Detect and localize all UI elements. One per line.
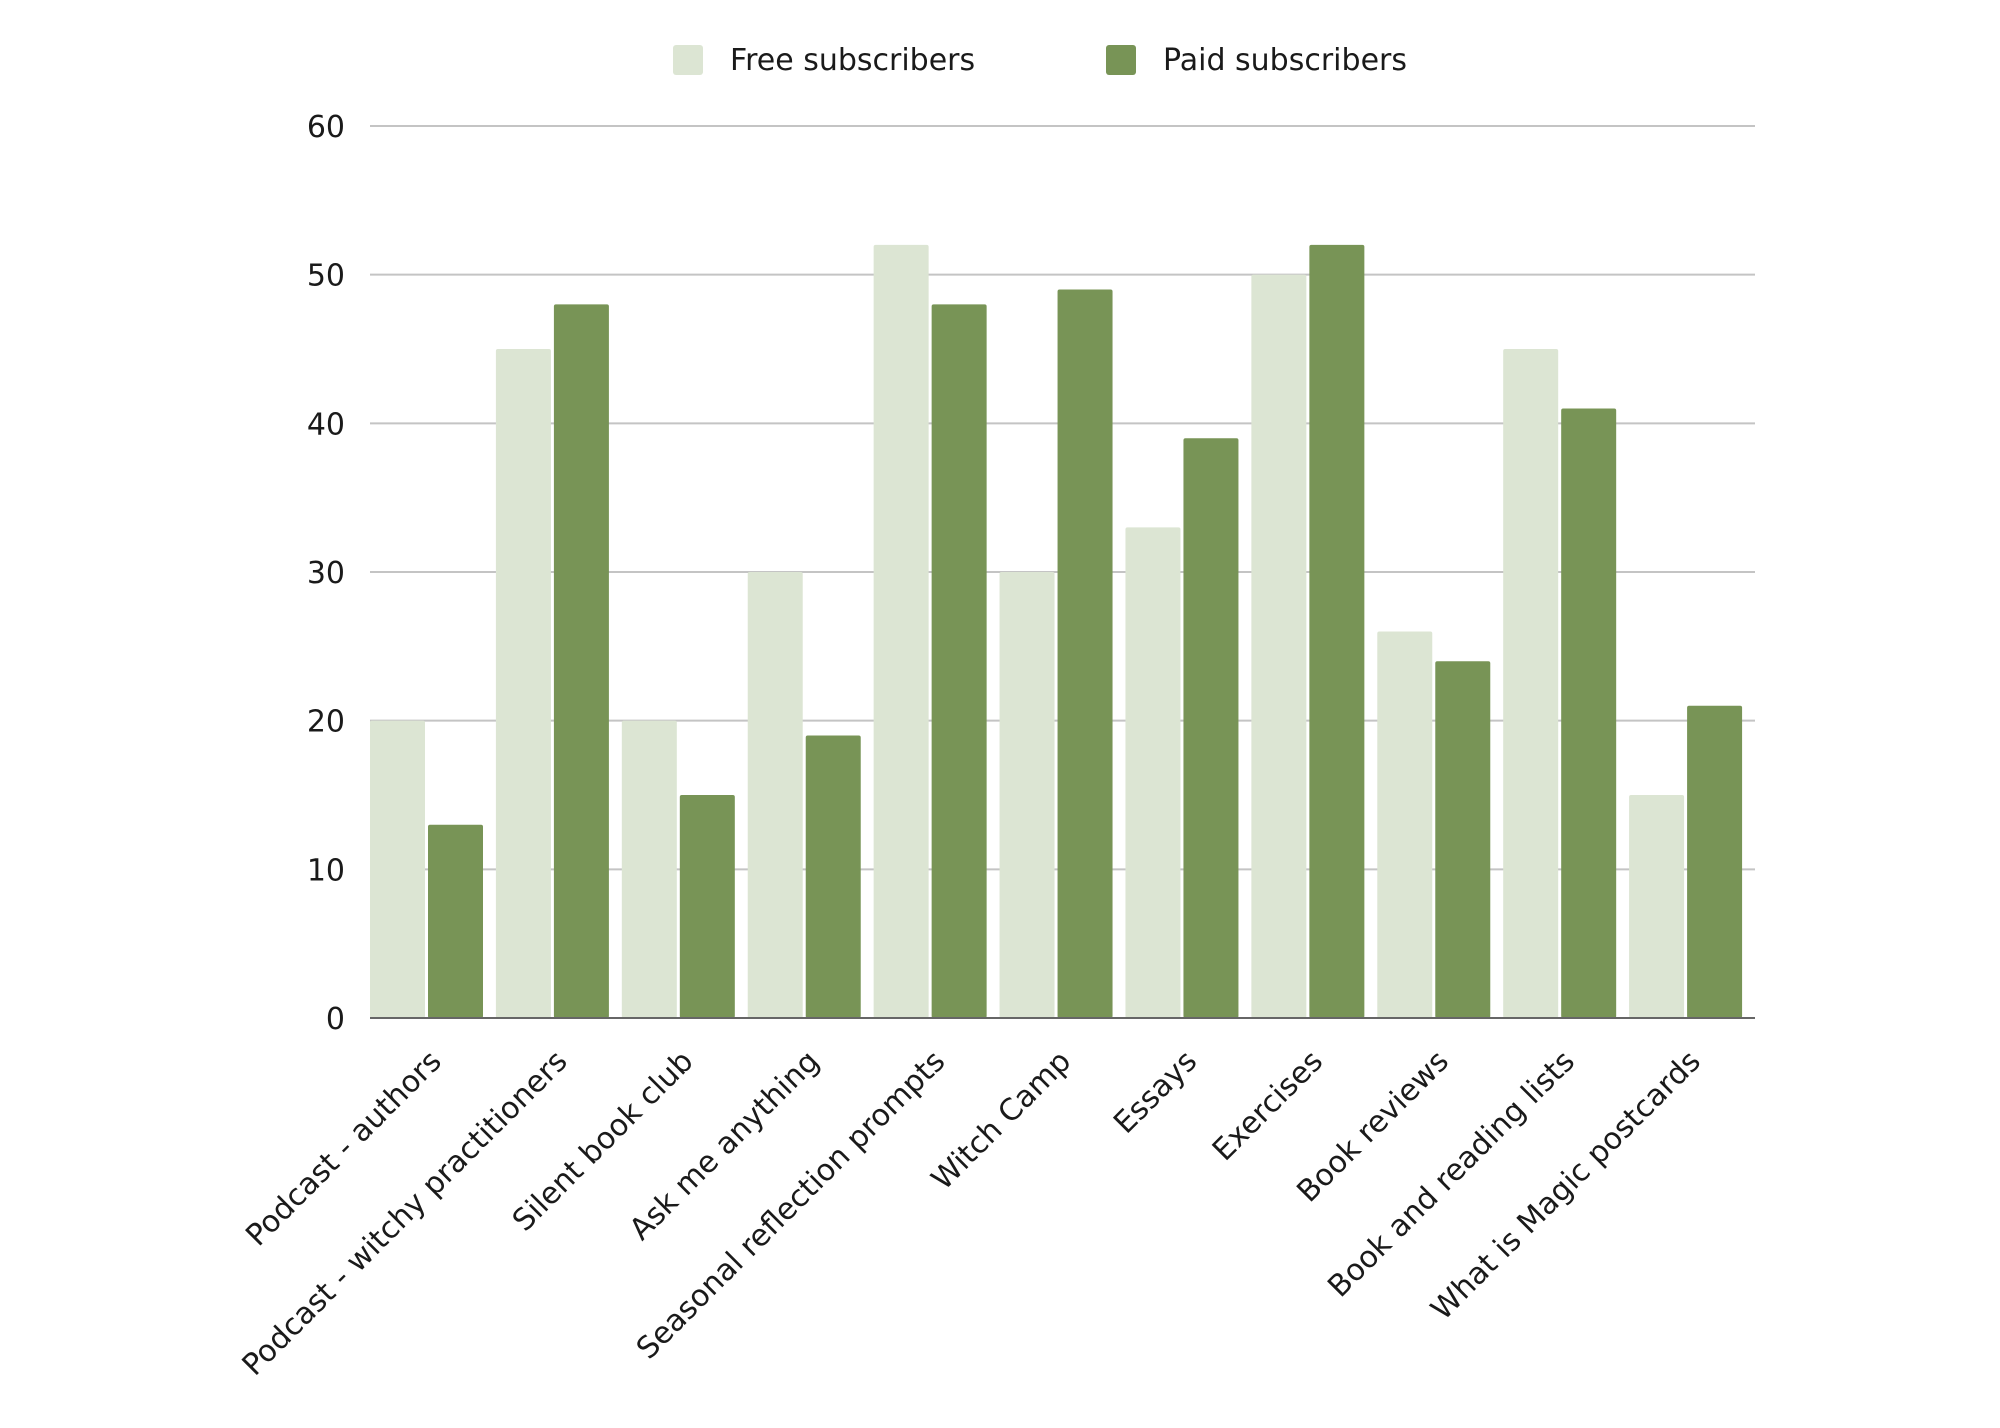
bar-free-subscribers	[1125, 527, 1181, 1018]
bar-paid-subscribers	[1057, 289, 1113, 1018]
bar-paid-subscribers	[679, 795, 735, 1018]
bar-paid-subscribers	[805, 735, 861, 1018]
bar-paid-subscribers	[1561, 408, 1617, 1018]
legend-label-paid: Paid subscribers	[1163, 43, 1407, 78]
y-axis-tick-labels: 0 10 20 30 40 50 60	[307, 110, 345, 1037]
x-category-label: Essays	[1107, 1044, 1204, 1141]
bar-free-subscribers	[999, 572, 1055, 1018]
bar-paid-subscribers	[553, 304, 609, 1018]
bar-free-subscribers	[1251, 274, 1307, 1019]
y-tick-label: 30	[307, 556, 345, 591]
y-tick-label: 20	[307, 705, 345, 740]
legend-label-free: Free subscribers	[730, 43, 975, 78]
y-tick-label: 50	[307, 259, 345, 294]
bar-paid-subscribers	[1309, 244, 1365, 1018]
bar-free-subscribers	[747, 572, 803, 1018]
bar-free-subscribers	[1503, 349, 1559, 1018]
x-category-label: What is Magic postcards	[1424, 1044, 1707, 1327]
legend-swatch-paid	[1106, 45, 1136, 75]
bar-paid-subscribers	[931, 304, 987, 1018]
bar-free-subscribers	[1629, 795, 1685, 1018]
bar-paid-subscribers	[1183, 438, 1239, 1018]
legend-swatch-free	[673, 45, 703, 75]
bar-paid-subscribers	[1435, 661, 1491, 1018]
bar-free-subscribers	[621, 720, 677, 1018]
y-tick-label: 0	[326, 1002, 345, 1037]
bar-paid-subscribers	[1687, 705, 1743, 1018]
legend: Free subscribers Paid subscribers	[673, 43, 1407, 78]
y-tick-label: 40	[307, 407, 345, 442]
y-tick-label: 60	[307, 110, 345, 145]
y-tick-label: 10	[307, 853, 345, 888]
bar-free-subscribers	[1377, 631, 1433, 1018]
bar-free-subscribers	[370, 720, 425, 1018]
x-category-label: Exercises	[1206, 1044, 1330, 1168]
bar-free-subscribers	[495, 349, 551, 1018]
bars	[370, 244, 1743, 1019]
x-category-label: Book and reading lists	[1321, 1044, 1581, 1304]
bar-paid-subscribers	[428, 824, 483, 1018]
bar-free-subscribers	[873, 244, 929, 1018]
